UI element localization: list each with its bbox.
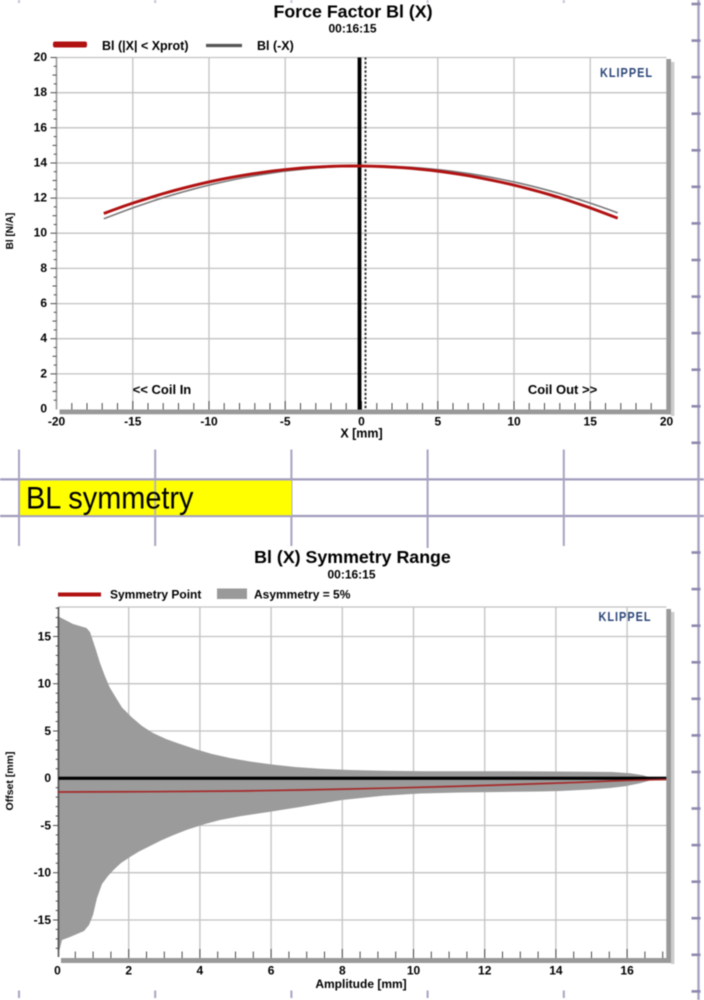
svg-text:Offset [mm]: Offset [mm] xyxy=(4,752,16,811)
svg-text:18: 18 xyxy=(34,85,48,99)
svg-text:BL symmetry: BL symmetry xyxy=(26,480,194,516)
svg-text:15: 15 xyxy=(584,415,598,429)
svg-text:Symmetry Point: Symmetry Point xyxy=(110,588,201,602)
svg-text:20: 20 xyxy=(660,415,674,429)
svg-text:15: 15 xyxy=(38,630,52,644)
svg-text:8: 8 xyxy=(40,261,47,275)
svg-text:Bl (X) Symmetry Range: Bl (X) Symmetry Range xyxy=(254,547,451,567)
svg-text:12: 12 xyxy=(34,191,48,205)
svg-text:6: 6 xyxy=(268,964,275,978)
svg-text:Bl (-X): Bl (-X) xyxy=(257,39,294,53)
svg-text:Bl (|X| < Xprot): Bl (|X| < Xprot) xyxy=(102,39,189,53)
svg-text:0: 0 xyxy=(44,771,51,785)
svg-text:-15: -15 xyxy=(34,913,52,927)
svg-text:-20: -20 xyxy=(48,415,66,429)
svg-text:X [mm]: X [mm] xyxy=(340,427,382,441)
svg-text:2: 2 xyxy=(40,366,47,380)
svg-text:10: 10 xyxy=(407,964,421,978)
svg-text:4: 4 xyxy=(197,964,204,978)
svg-text:-5: -5 xyxy=(280,415,291,429)
svg-text:4: 4 xyxy=(40,331,47,345)
svg-text:20: 20 xyxy=(34,50,48,64)
svg-text:Coil Out >>: Coil Out >> xyxy=(528,382,598,397)
svg-text:Asymmetry = 5%: Asymmetry = 5% xyxy=(254,588,351,602)
svg-text:16: 16 xyxy=(620,964,634,978)
svg-text:Amplitude [mm]: Amplitude [mm] xyxy=(315,977,406,991)
svg-text:KLIPPEL: KLIPPEL xyxy=(600,65,653,80)
svg-text:10: 10 xyxy=(507,415,521,429)
svg-text:Bl [N/A]: Bl [N/A] xyxy=(5,213,16,250)
svg-text:-5: -5 xyxy=(40,819,51,833)
svg-text:5: 5 xyxy=(434,415,441,429)
svg-text:12: 12 xyxy=(478,964,492,978)
svg-text:6: 6 xyxy=(40,296,47,310)
svg-text:<< Coil In: << Coil In xyxy=(133,382,192,397)
svg-text:14: 14 xyxy=(549,964,563,978)
svg-text:-10: -10 xyxy=(200,415,218,429)
svg-text:-15: -15 xyxy=(124,415,142,429)
svg-text:16: 16 xyxy=(34,120,48,134)
svg-text:5: 5 xyxy=(44,724,51,738)
svg-text:8: 8 xyxy=(339,964,346,978)
svg-text:00:16:15: 00:16:15 xyxy=(328,22,376,36)
svg-text:0: 0 xyxy=(40,402,47,416)
svg-text:10: 10 xyxy=(34,226,48,240)
svg-text:00:16:15: 00:16:15 xyxy=(327,568,375,582)
svg-text:-10: -10 xyxy=(34,866,52,880)
svg-text:2: 2 xyxy=(125,964,132,978)
svg-text:0: 0 xyxy=(54,964,61,978)
svg-text:0: 0 xyxy=(358,415,365,429)
svg-text:10: 10 xyxy=(38,677,52,691)
svg-text:KLIPPEL: KLIPPEL xyxy=(599,609,652,624)
svg-text:14: 14 xyxy=(34,156,48,170)
svg-text:Force Factor Bl (X): Force Factor Bl (X) xyxy=(273,2,432,22)
